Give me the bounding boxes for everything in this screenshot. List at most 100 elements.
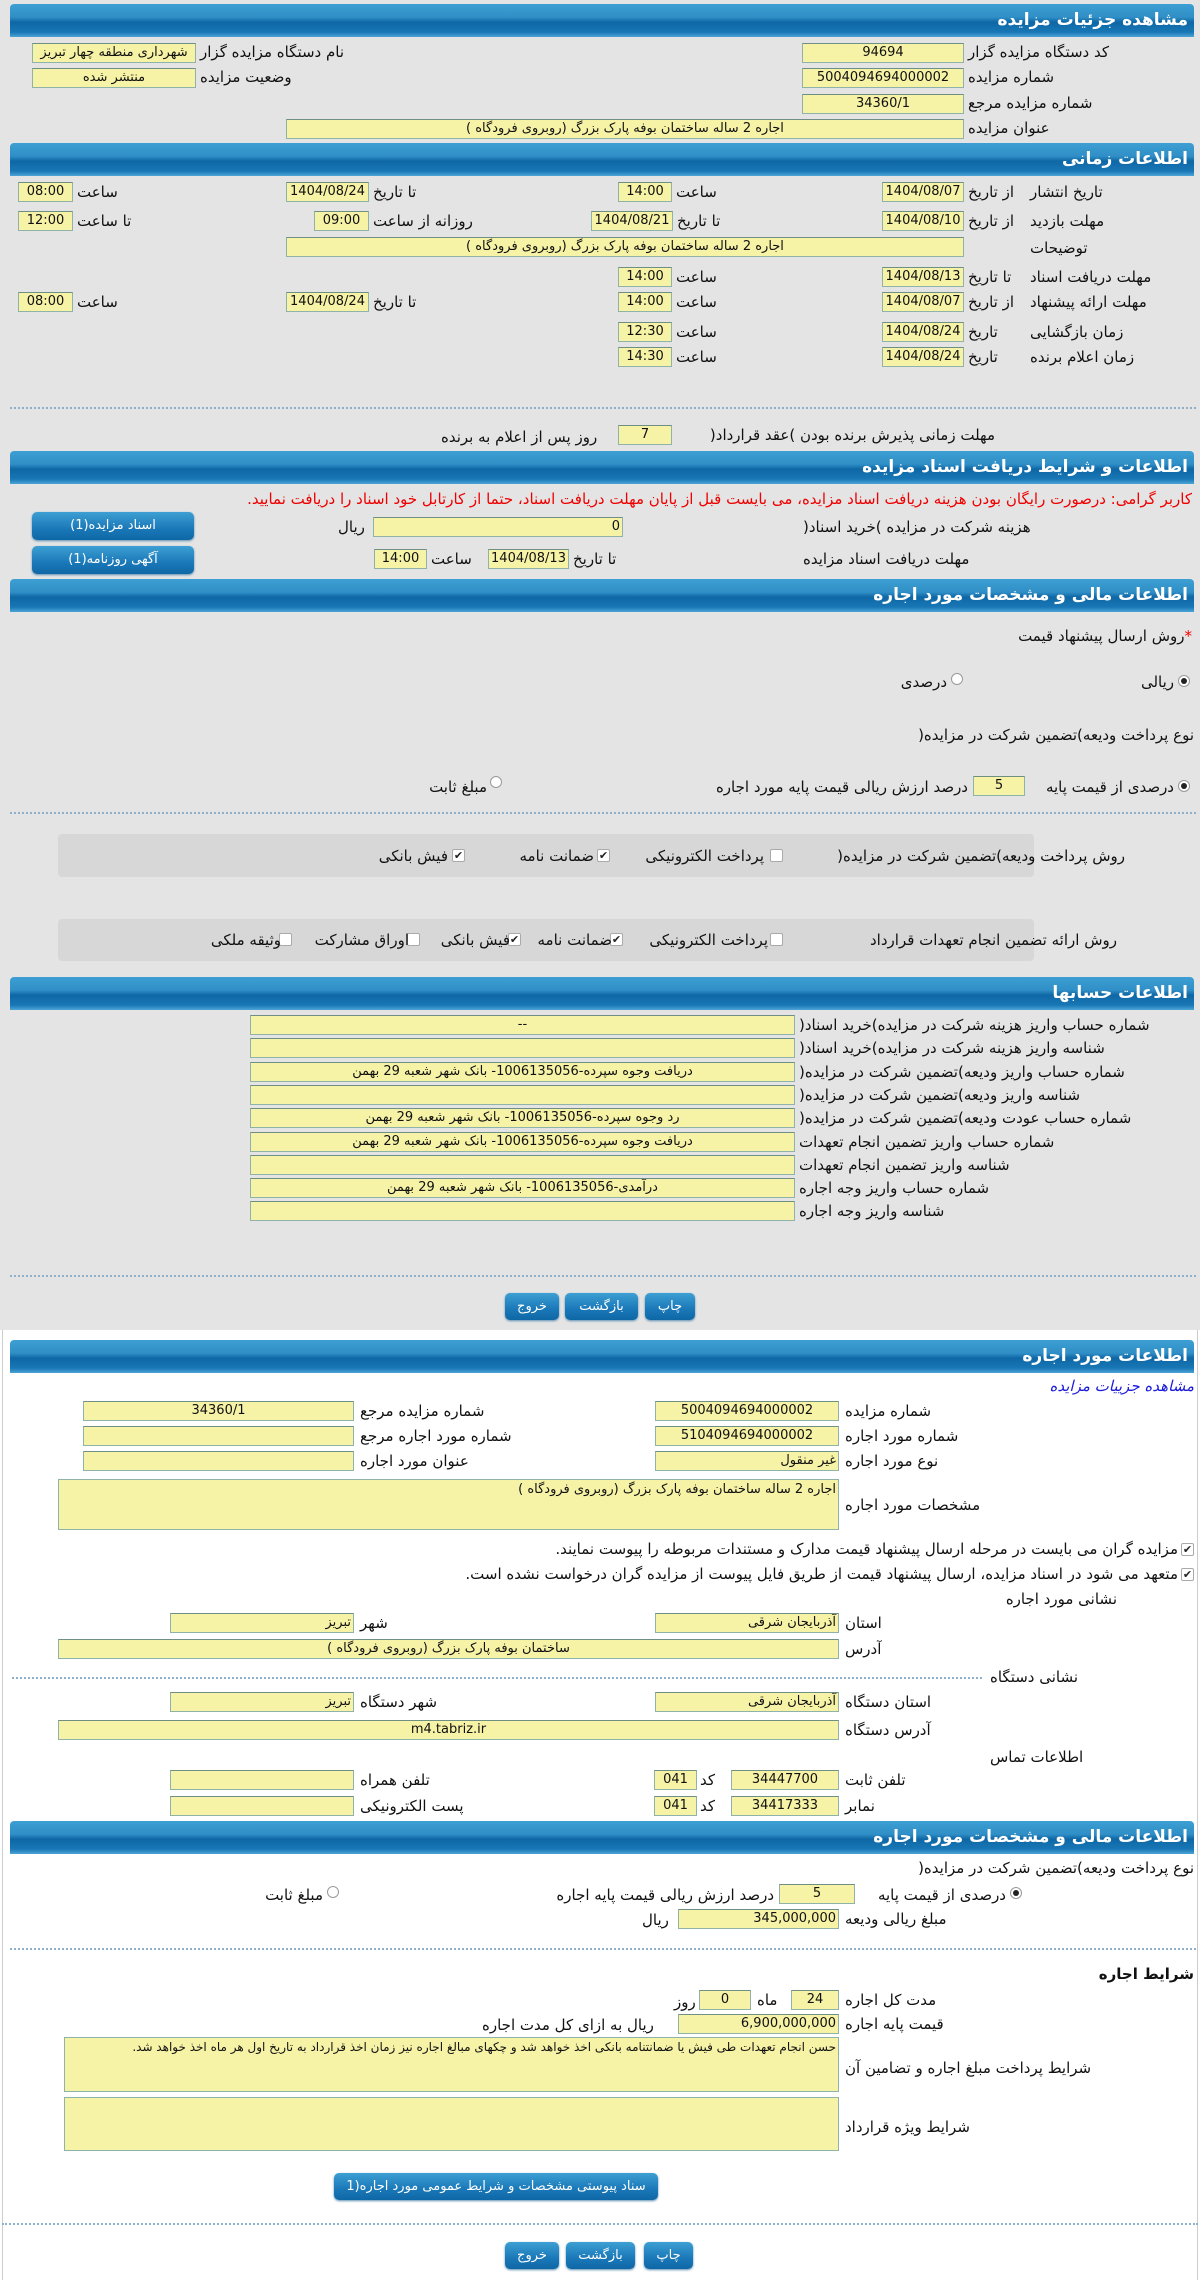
doc-deadline-date-field[interactable]: 1404/08/13: [488, 549, 569, 569]
account-field[interactable]: دریافت وجوه سپرده-1006135056- بانک شهر ش…: [250, 1061, 795, 1082]
auction-no-field[interactable]: 5004094694000002: [802, 68, 964, 88]
attach-docs-checkbox[interactable]: ✔: [1181, 1543, 1194, 1556]
org-province-field[interactable]: آذربایجان شرقی: [655, 1692, 839, 1712]
publish-to-date[interactable]: 1404/08/24: [286, 182, 369, 202]
visit-daily-from[interactable]: 09:00: [314, 211, 369, 231]
winner-date[interactable]: 1404/08/24: [882, 347, 964, 367]
print-button[interactable]: چاپ: [644, 2242, 693, 2269]
phone-field[interactable]: 34447700: [731, 1770, 839, 1790]
opening-date[interactable]: 1404/08/24: [882, 322, 964, 342]
guarantee-bank-slip-checkbox[interactable]: ✔: [508, 933, 521, 946]
account-field[interactable]: [250, 1038, 795, 1059]
item-type-label: نوع مورد اجاره: [845, 1452, 939, 1470]
item-title-field[interactable]: [83, 1451, 354, 1471]
auction-docs-button[interactable]: اسناد مزایده(1): [32, 512, 194, 540]
special-terms-textarea[interactable]: [64, 2097, 839, 2151]
contact-title: اطلاعات تماس: [990, 1748, 1084, 1766]
auction-details-link[interactable]: مشاهده جزییات مزایده: [1049, 1377, 1195, 1395]
doc-deadline-time[interactable]: 14:00: [618, 267, 672, 287]
visit-from-date[interactable]: 1404/08/10: [882, 211, 964, 231]
mobile-field[interactable]: [170, 1770, 354, 1790]
price-percent-radio[interactable]: [951, 673, 963, 685]
ref-no-field[interactable]: 34360/1: [802, 94, 964, 114]
account-label: شماره حساب عودت ودیعه)تضمین شرکت در مزای…: [799, 1109, 1132, 1128]
lease-deposit-percent-radio[interactable]: [1010, 1887, 1022, 1899]
item-no-field[interactable]: 5104094694000002: [655, 1426, 839, 1446]
months-field[interactable]: 24: [791, 1990, 839, 2010]
fax-code-field[interactable]: 041: [654, 1796, 697, 1816]
address-field[interactable]: ساختمان بوفه پارک بزرگ (روبروی فرودگاه ): [58, 1639, 839, 1659]
lease-deposit-percent-field[interactable]: 5: [779, 1884, 855, 1904]
item-title-label: عنوان مورد اجاره: [360, 1452, 469, 1470]
publish-from-time[interactable]: 14:00: [618, 182, 672, 202]
phone-code-field[interactable]: 041: [654, 1770, 697, 1790]
guarantee-property-label: وثیقه ملکی: [210, 931, 281, 949]
deposit-percent-field[interactable]: 5: [973, 776, 1025, 796]
winner-time[interactable]: 14:30: [618, 347, 672, 367]
offer-from-time[interactable]: 14:00: [618, 292, 672, 312]
account-field[interactable]: درآمدی-1006135056- بانک شهر شعبه 29 بهمن: [250, 1178, 795, 1199]
exit-button[interactable]: خروج: [505, 2242, 559, 2269]
account-field[interactable]: --: [250, 1015, 795, 1035]
acceptance-days-field[interactable]: 7: [618, 425, 672, 445]
lease-auction-no-field[interactable]: 5004094694000002: [655, 1401, 839, 1421]
publish-to-time[interactable]: 08:00: [18, 182, 73, 202]
email-field[interactable]: [170, 1796, 354, 1816]
opening-time[interactable]: 12:30: [618, 322, 672, 342]
account-field[interactable]: رد وجوه سپرده-1006135056- بانک شهر شعبه …: [250, 1108, 795, 1129]
price-rial-radio[interactable]: [1178, 675, 1190, 687]
exit-button[interactable]: خروج: [505, 1293, 559, 1320]
offer-from-date[interactable]: 1404/08/07: [882, 292, 964, 312]
doc-cost-field[interactable]: 0: [373, 517, 623, 537]
item-type-field[interactable]: غیر منقول: [655, 1451, 839, 1471]
org-name-field[interactable]: شهرداری منطقه چهار تبریز: [32, 43, 196, 63]
no-file-offer-checkbox[interactable]: ✔: [1181, 1568, 1194, 1581]
org-city-field[interactable]: تبریز: [170, 1692, 354, 1712]
deposit-fixed-radio[interactable]: [490, 776, 502, 788]
deposit-amount-field[interactable]: 345,000,000: [678, 1909, 839, 1929]
item-ref-label: شماره مورد اجاره مرجع: [360, 1427, 512, 1445]
days-field[interactable]: 0: [699, 1990, 751, 2010]
spec-textarea[interactable]: اجاره 2 ساله ساختمان بوفه پارک بزرگ (روب…: [58, 1479, 839, 1530]
guarantee-property-checkbox[interactable]: [279, 933, 292, 946]
fax-field[interactable]: 34417333: [731, 1796, 839, 1816]
org-address-label: آدرس دستگاه: [845, 1721, 931, 1739]
offer-to-date[interactable]: 1404/08/24: [286, 292, 369, 312]
visit-daily-to[interactable]: 12:00: [18, 211, 73, 231]
account-field[interactable]: [250, 1084, 795, 1105]
print-button[interactable]: چاپ: [645, 1293, 695, 1320]
date-label: تاریخ: [968, 323, 998, 341]
attachment-docs-button[interactable]: سناد پیوستی مشخصات و شرایط عمومی مورد اج…: [334, 2173, 658, 2200]
account-field[interactable]: [250, 1201, 795, 1222]
city-field[interactable]: تبریز: [170, 1613, 354, 1633]
account-field[interactable]: دریافت وجوه سپرده-1006135056- بانک شهر ش…: [250, 1131, 795, 1152]
org-code-field[interactable]: 94694: [802, 43, 964, 63]
publish-from-date[interactable]: 1404/08/07: [882, 182, 964, 202]
lease-ref-no-field[interactable]: 34360/1: [83, 1401, 354, 1421]
guarantee-electronic-checkbox[interactable]: [770, 933, 783, 946]
deposit-bank-slip-checkbox[interactable]: ✔: [452, 849, 465, 862]
back-button[interactable]: بازگشت: [566, 2242, 635, 2269]
offer-to-time[interactable]: 08:00: [18, 292, 73, 312]
newspaper-ad-button[interactable]: آگهی روزنامه(1): [32, 546, 194, 574]
province-field[interactable]: آذربایجان شرقی: [655, 1613, 839, 1633]
deposit-guarantee-checkbox[interactable]: ✔: [597, 849, 610, 862]
visit-to-date[interactable]: 1404/08/21: [591, 211, 673, 231]
auction-title-field[interactable]: اجاره 2 ساله ساختمان بوفه پارک بزرگ (روب…: [286, 119, 964, 139]
account-field[interactable]: [250, 1154, 795, 1175]
doc-deadline-date[interactable]: 1404/08/13: [882, 267, 964, 287]
description-field[interactable]: اجاره 2 ساله ساختمان بوفه پارک بزرگ (روب…: [286, 237, 964, 257]
base-price-field[interactable]: 6,900,000,000: [678, 2014, 839, 2034]
deposit-electronic-checkbox[interactable]: [770, 849, 783, 862]
doc-deadline-time-field[interactable]: 14:00: [374, 549, 427, 569]
payment-terms-textarea[interactable]: حسن انجام تعهدات طی فیش یا ضمانتنامه بان…: [64, 2037, 839, 2092]
status-field[interactable]: منتشر شده: [32, 68, 196, 88]
item-ref-field[interactable]: [83, 1426, 354, 1446]
guarantee-bonds-checkbox[interactable]: [407, 933, 420, 946]
lease-deposit-fixed-radio[interactable]: [327, 1886, 339, 1898]
special-terms-label: شرایط ویژه قرارداد: [845, 2118, 970, 2136]
guarantee-letter-checkbox[interactable]: ✔: [610, 933, 623, 946]
deposit-percent-radio[interactable]: [1178, 780, 1190, 792]
back-button[interactable]: بازگشت: [565, 1293, 638, 1320]
org-address-field[interactable]: m4.tabriz.ir: [58, 1720, 839, 1740]
